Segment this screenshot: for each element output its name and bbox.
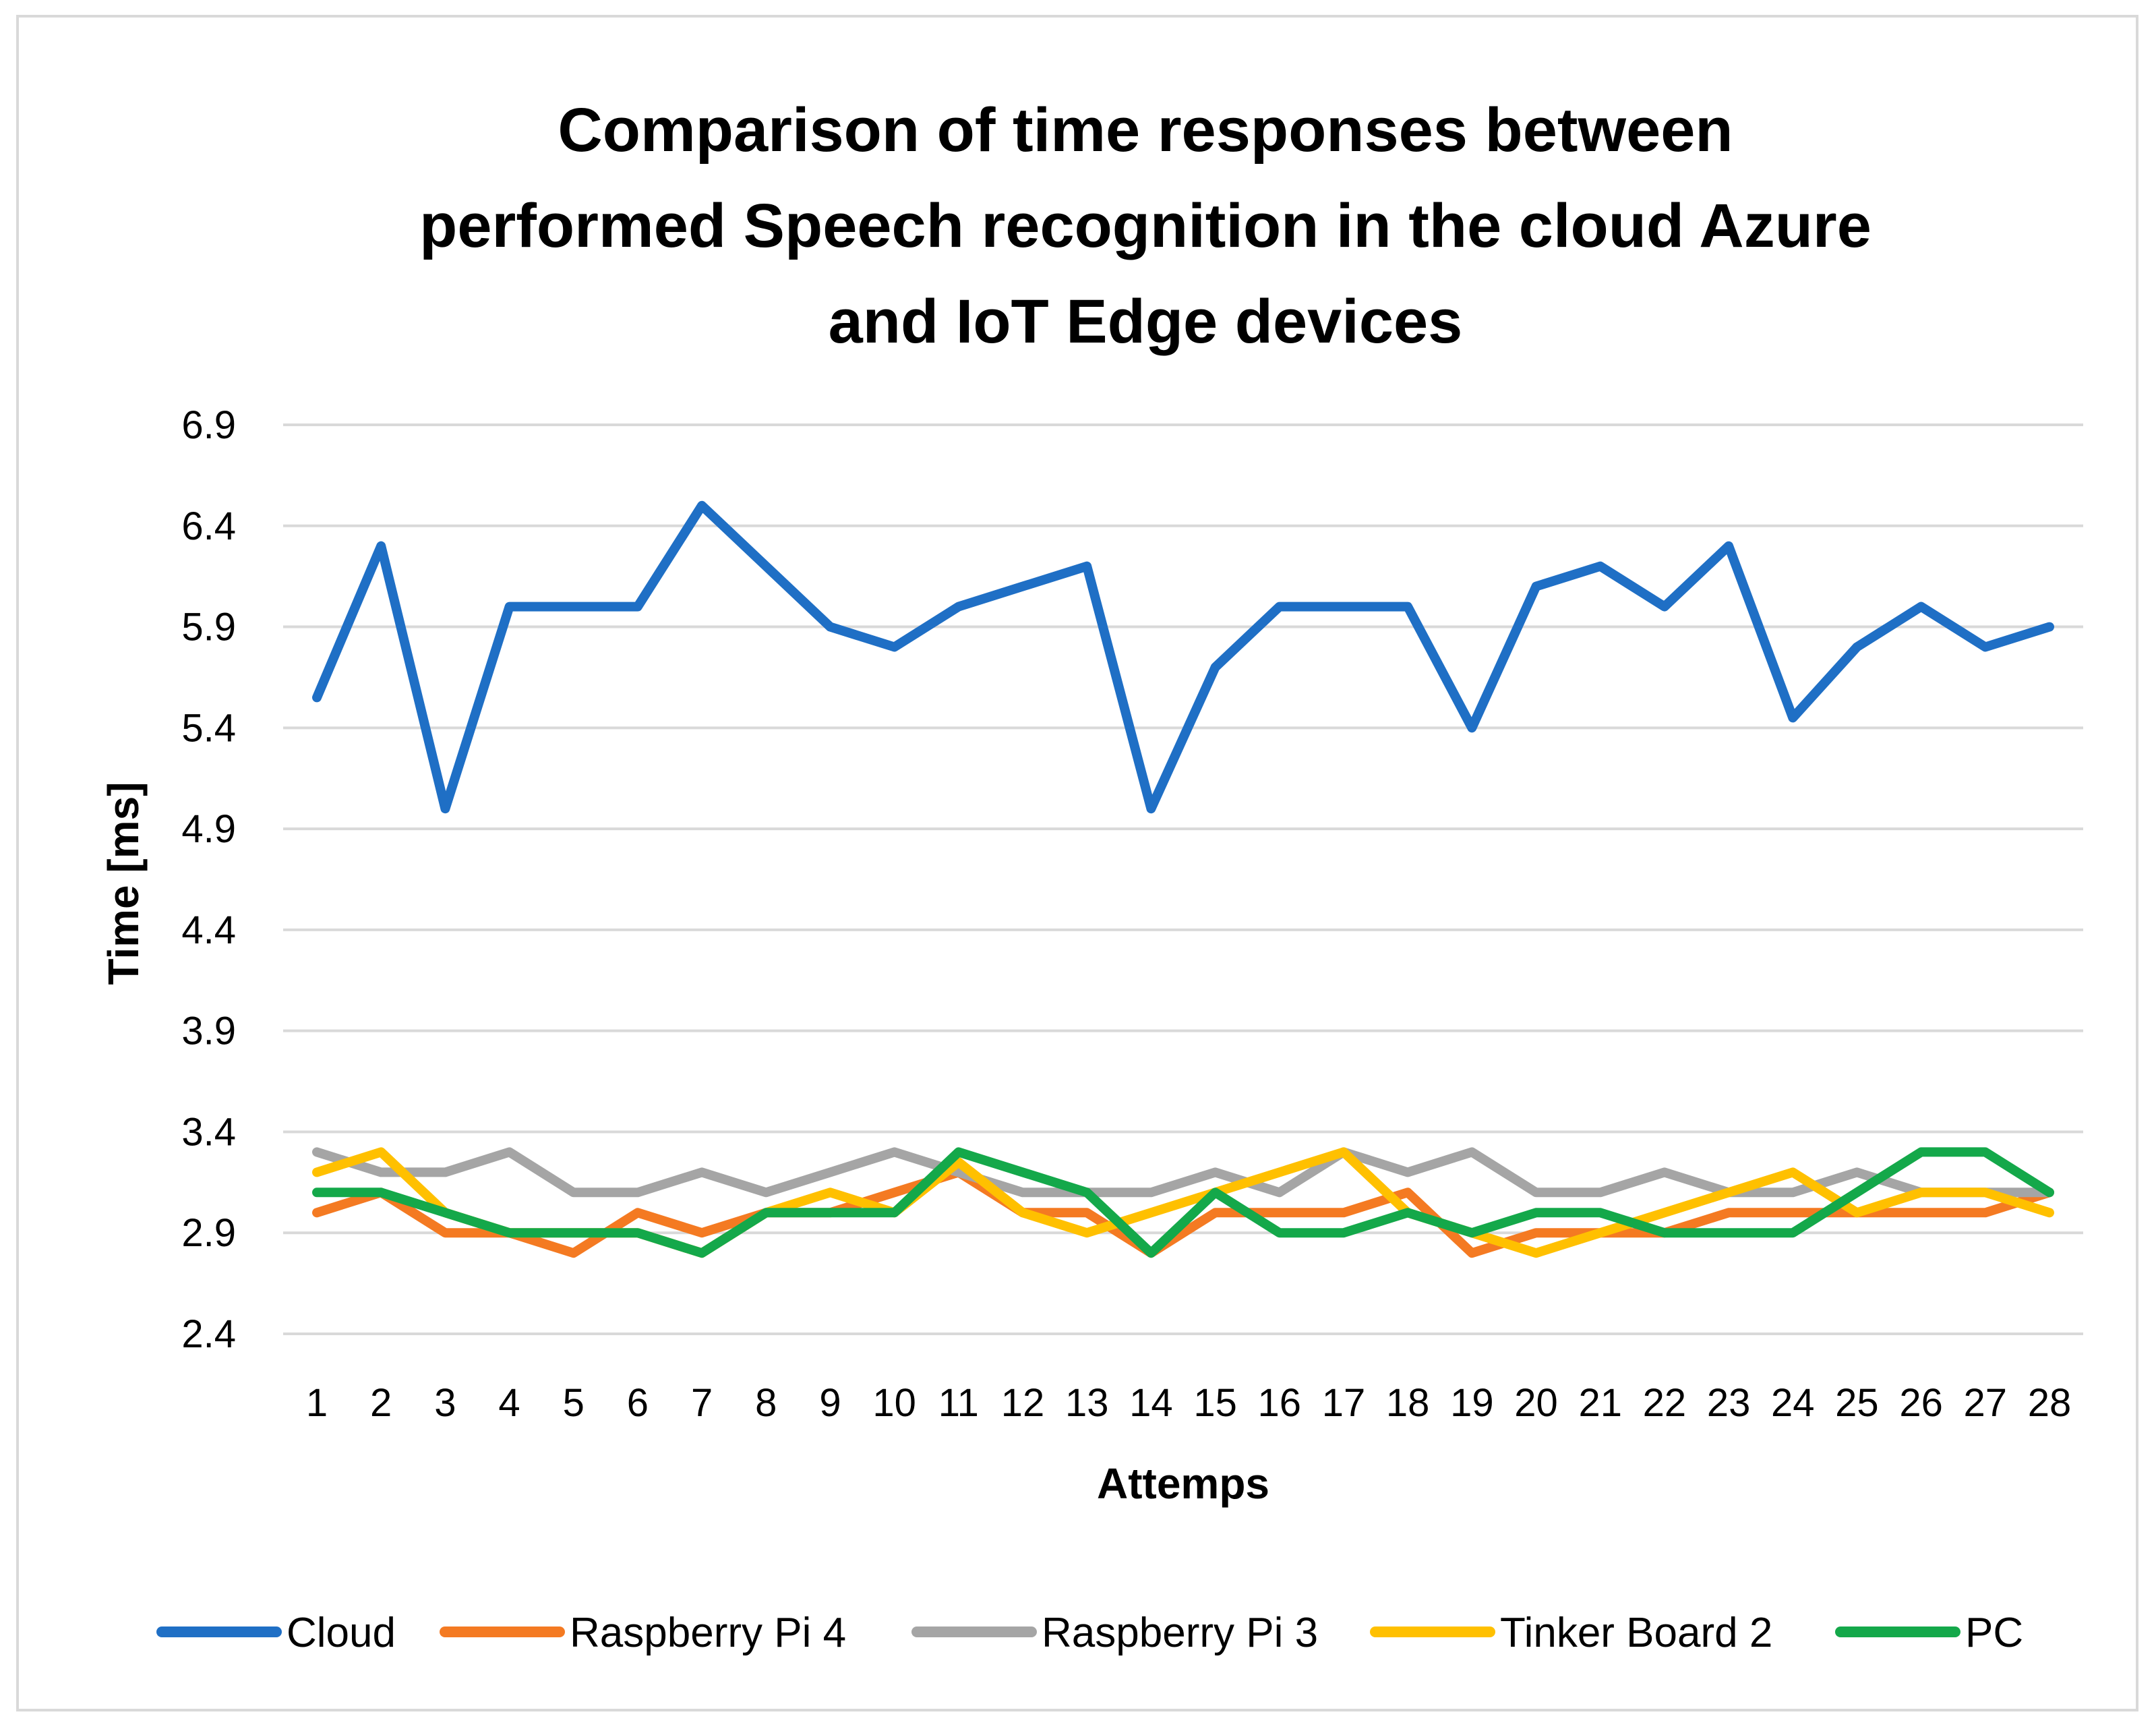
x-tick-label: 10 bbox=[872, 1381, 916, 1425]
x-tick-label: 24 bbox=[1771, 1381, 1815, 1425]
legend-label: Raspberry Pi 3 bbox=[1042, 1610, 1318, 1656]
x-tick-label: 15 bbox=[1193, 1381, 1237, 1425]
chart-title: Comparison of time responses between per… bbox=[419, 96, 1871, 356]
legend-item-cloud: Cloud bbox=[156, 1610, 396, 1656]
x-tick-label: 14 bbox=[1129, 1381, 1173, 1425]
legend-label: Raspberry Pi 4 bbox=[570, 1610, 846, 1656]
x-tick-label: 19 bbox=[1450, 1381, 1494, 1425]
legend-label: Tinker Board 2 bbox=[1500, 1610, 1772, 1656]
y-tick-label: 5.9 bbox=[181, 606, 236, 649]
legend-item-raspberry-pi-3: Raspberry Pi 3 bbox=[911, 1610, 1318, 1656]
chart-title-line-3: and IoT Edge devices bbox=[829, 287, 1463, 356]
x-tick-label: 22 bbox=[1643, 1381, 1687, 1425]
x-tick-label: 21 bbox=[1578, 1381, 1622, 1425]
legend-item-tinker-board-2: Tinker Board 2 bbox=[1370, 1610, 1772, 1656]
y-tick-label: 6.9 bbox=[181, 403, 236, 447]
y-axis-ticks: 2.4 2.9 3.4 3.9 4.4 4.9 5.4 5.9 6.4 6.9 bbox=[181, 403, 236, 1356]
x-tick-label: 8 bbox=[755, 1381, 777, 1425]
x-tick-label: 12 bbox=[1001, 1381, 1045, 1425]
legend-item-pc: PC bbox=[1835, 1610, 2023, 1656]
x-tick-label: 4 bbox=[498, 1381, 520, 1425]
x-axis-ticks: 1 2 3 4 5 6 7 8 9 10 11 12 13 14 15 16 17 18 19 20 21 22 23 24 2… bbox=[306, 1381, 2071, 1425]
y-tick-label: 4.4 bbox=[181, 908, 236, 952]
legend-item-raspberry-pi-4: Raspberry Pi 4 bbox=[440, 1610, 846, 1656]
x-tick-label: 2 bbox=[370, 1381, 392, 1425]
y-tick-label: 6.4 bbox=[181, 504, 236, 548]
x-tick-label: 27 bbox=[1964, 1381, 2008, 1425]
x-tick-label: 17 bbox=[1322, 1381, 1366, 1425]
x-tick-label: 13 bbox=[1065, 1381, 1109, 1425]
legend-label: PC bbox=[1965, 1610, 2023, 1656]
x-tick-label: 9 bbox=[819, 1381, 841, 1425]
x-tick-label: 25 bbox=[1835, 1381, 1879, 1425]
x-tick-label: 16 bbox=[1258, 1381, 1302, 1425]
x-tick-label: 20 bbox=[1514, 1381, 1558, 1425]
chart-frame bbox=[16, 15, 2138, 1711]
x-tick-label: 18 bbox=[1386, 1381, 1430, 1425]
y-tick-label: 3.4 bbox=[181, 1110, 236, 1154]
y-axis-title: Time [ms] bbox=[99, 782, 148, 985]
chart-title-line-2: performed Speech recognition in the clou… bbox=[419, 192, 1871, 260]
x-tick-label: 5 bbox=[563, 1381, 585, 1425]
gridlines bbox=[283, 423, 2083, 1335]
x-tick-label: 23 bbox=[1707, 1381, 1751, 1425]
x-tick-label: 6 bbox=[627, 1381, 649, 1425]
chart-title-line-1: Comparison of time responses between bbox=[558, 96, 1733, 165]
x-tick-label: 28 bbox=[2028, 1381, 2072, 1425]
series-lines bbox=[312, 500, 2054, 1258]
legend-label: Cloud bbox=[287, 1610, 396, 1656]
x-tick-label: 26 bbox=[1899, 1381, 1943, 1425]
series-line-pc bbox=[312, 1147, 2054, 1258]
y-tick-label: 4.9 bbox=[181, 807, 236, 851]
x-axis-title: Attemps bbox=[1097, 1459, 1269, 1508]
x-tick-label: 3 bbox=[434, 1381, 456, 1425]
y-tick-label: 2.9 bbox=[181, 1211, 236, 1255]
y-tick-label: 2.4 bbox=[181, 1312, 236, 1356]
legend: Cloud Raspberry Pi 4 Raspberry Pi 3 Tinker … bbox=[156, 1610, 2023, 1656]
y-tick-label: 5.4 bbox=[181, 706, 236, 750]
series-line-cloud bbox=[312, 500, 2054, 814]
x-tick-label: 11 bbox=[938, 1381, 979, 1425]
y-tick-label: 3.9 bbox=[181, 1009, 236, 1053]
x-tick-label: 1 bbox=[306, 1381, 328, 1425]
x-tick-label: 7 bbox=[691, 1381, 713, 1425]
series-line-raspberry-pi-3 bbox=[312, 1147, 2054, 1198]
